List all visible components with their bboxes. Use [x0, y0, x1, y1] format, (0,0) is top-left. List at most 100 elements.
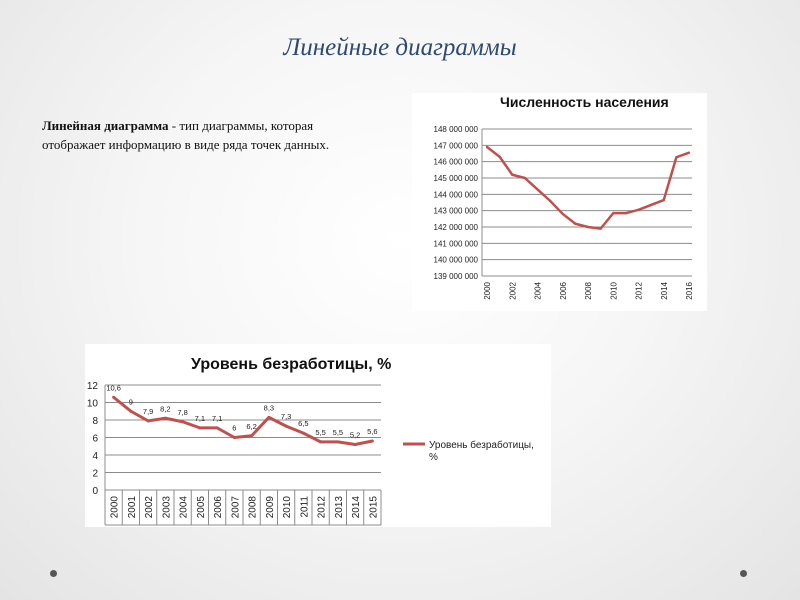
unemployment-x-tick-label: 2011: [299, 496, 310, 518]
nav-dot-left: [50, 570, 57, 577]
population-data-point: [687, 151, 691, 154]
population-data-point: [586, 225, 590, 229]
population-data-point: [675, 156, 678, 159]
unemployment-data-label: 8,2: [160, 404, 170, 413]
population-chart-svg: Численность населения 148 000 000 147 000 …: [434, 94, 695, 300]
unemployment-data-label: 5,5: [315, 428, 325, 437]
population-y-tick-label: 141 000 000: [434, 239, 479, 248]
unemployment-data-label: 6: [232, 424, 236, 433]
population-x-tick-label: 2014: [660, 281, 669, 299]
unemployment-data-point: [198, 426, 202, 430]
unemployment-data-label: 7,1: [195, 414, 205, 423]
unemployment-y-tick-label: 2: [92, 469, 98, 480]
unemployment-x-tick-label: 2010: [282, 496, 293, 519]
population-x-tick-label: 2012: [635, 281, 644, 299]
unemployment-data-label: 9: [129, 397, 133, 406]
unemployment-x-tick-label: 2014: [351, 496, 362, 519]
population-y-tick-label: 145 000 000: [434, 174, 479, 183]
population-x-tick-label: 2008: [584, 281, 593, 299]
unemployment-data-label: 8,3: [264, 403, 274, 412]
definition-text: - тип диаграммы, которая отображает инфо…: [42, 118, 330, 152]
definition-term: Линейная диаграмма: [42, 118, 169, 133]
unemployment-y-tick-label: 6: [92, 434, 98, 445]
unemployment-chart: Уровень безработицы, % 12 10 8 6 4 2 0 2000 2001 2…: [85, 344, 551, 527]
population-data-point: [574, 222, 577, 225]
population-data-point: [485, 145, 489, 149]
population-y-tick-label: 148 000 000: [434, 125, 479, 134]
unemployment-chart-svg: Уровень безработицы, % 12 10 8 6 4 2 0 2000 2001 2…: [87, 356, 534, 526]
population-data-point: [511, 173, 514, 176]
population-data-point: [624, 211, 628, 215]
population-series-line: [486, 145, 690, 230]
unemployment-data-label: 7,8: [177, 408, 187, 417]
unemployment-x-tick-label: 2008: [248, 496, 259, 519]
population-data-point: [649, 203, 653, 207]
population-data-point: [498, 155, 501, 158]
unemployment-data-point: [370, 439, 374, 443]
population-y-tick-label: 143 000 000: [434, 207, 479, 216]
unemployment-chart-title: Уровень безработицы, %: [191, 356, 391, 373]
unemployment-data-point: [284, 424, 288, 428]
population-x-tick-label: 2000: [483, 281, 492, 299]
unemployment-x-tick-label: 2000: [110, 496, 121, 519]
unemployment-data-label: 7,1: [212, 414, 222, 423]
unemployment-y-tick-label: 12: [87, 381, 99, 392]
unemployment-series-line: [112, 396, 373, 446]
unemployment-data-point: [336, 440, 340, 444]
unemployment-data-label: 7,9: [143, 407, 153, 416]
unemployment-data-label: 5,6: [367, 427, 377, 436]
unemployment-x-tick-label: 2003: [161, 496, 172, 519]
unemployment-data-point: [129, 409, 133, 413]
unemployment-x-tick-label: 2001: [127, 496, 138, 519]
unemployment-data-label: 10,6: [106, 383, 121, 392]
population-data-point: [561, 212, 564, 216]
unemployment-x-tick-label: 2004: [179, 496, 190, 519]
unemployment-y-tick-label: 10: [87, 399, 99, 410]
population-y-tick-label: 144 000 000: [434, 190, 479, 199]
population-chart: Численность населения 148 000 000 147 000 …: [412, 93, 707, 311]
slide-body-text: Линейная диаграмма - тип диаграммы, кото…: [42, 116, 362, 154]
unemployment-x-tick-label: 2013: [334, 496, 345, 519]
population-x-tick-label: 2010: [609, 281, 618, 299]
population-y-tick-label: 147 000 000: [434, 141, 479, 150]
population-data-point: [523, 176, 527, 180]
unemployment-x-tick-label: 2005: [196, 496, 207, 519]
unemployment-x-tick-label: 2007: [230, 496, 241, 519]
population-data-point: [599, 227, 602, 230]
nav-dot-right: [740, 570, 747, 577]
unemployment-data-point: [319, 440, 323, 444]
population-data-point: [637, 208, 640, 212]
population-y-tick-label: 140 000 000: [434, 256, 479, 265]
population-data-point: [612, 211, 615, 215]
unemployment-x-tick-label: 2012: [317, 496, 328, 519]
unemployment-x-tick-label: 2002: [144, 496, 155, 519]
unemployment-data-point: [250, 434, 254, 438]
population-chart-title: Численность населения: [500, 94, 669, 110]
unemployment-data-point: [267, 415, 271, 419]
unemployment-data-point: [146, 419, 150, 423]
unemployment-data-point: [112, 395, 116, 399]
unemployment-y-tick-label: 8: [92, 416, 98, 427]
unemployment-legend-label: Уровень безработицы,%: [429, 439, 534, 463]
unemployment-data-point: [353, 443, 357, 446]
unemployment-data-point: [163, 416, 167, 420]
unemployment-x-tick-label: 2006: [213, 496, 224, 519]
population-data-point: [662, 198, 665, 202]
population-data-point: [536, 188, 539, 191]
population-data-point: [548, 199, 552, 203]
population-x-tick-label: 2004: [534, 281, 543, 299]
unemployment-x-tick-label: 2009: [265, 496, 276, 519]
unemployment-data-point: [301, 431, 305, 435]
unemployment-data-label: 5,5: [333, 428, 343, 437]
unemployment-x-tick-label: 2015: [368, 496, 379, 519]
population-y-tick-label: 139 000 000: [434, 272, 479, 281]
unemployment-data-label: 6,5: [298, 419, 308, 428]
unemployment-data-label: 5,2: [350, 431, 360, 440]
unemployment-y-tick-label: 4: [92, 451, 98, 462]
population-y-tick-label: 146 000 000: [434, 158, 479, 167]
unemployment-data-point: [215, 426, 219, 430]
unemployment-data-point: [232, 436, 236, 439]
unemployment-data-label: 6,2: [246, 422, 256, 431]
unemployment-data-label: 7,3: [281, 412, 291, 421]
population-x-tick-label: 2002: [508, 281, 517, 299]
